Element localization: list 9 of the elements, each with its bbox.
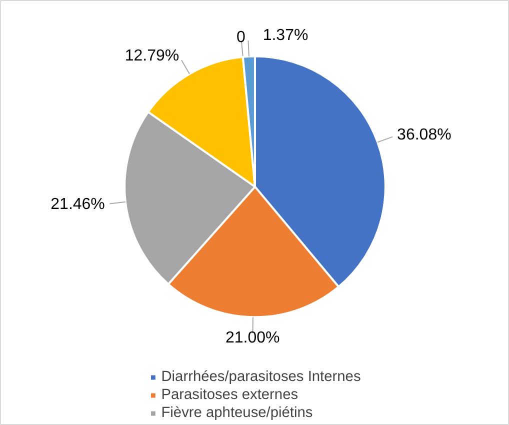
legend-label: Parasitoses externes (161, 387, 298, 403)
legend-label: Diarrhées/parasitoses Internes (161, 369, 361, 385)
data-label: 36.08% (397, 126, 452, 144)
legend-label: Fièvre aphteuse/piétins (161, 405, 313, 421)
data-label: 21.46% (50, 196, 105, 213)
text: 0 (236, 29, 246, 46)
data-label: 12.79% (124, 47, 180, 64)
data-label: 1.37% (262, 27, 308, 44)
data-label: 21.00% (226, 329, 280, 346)
